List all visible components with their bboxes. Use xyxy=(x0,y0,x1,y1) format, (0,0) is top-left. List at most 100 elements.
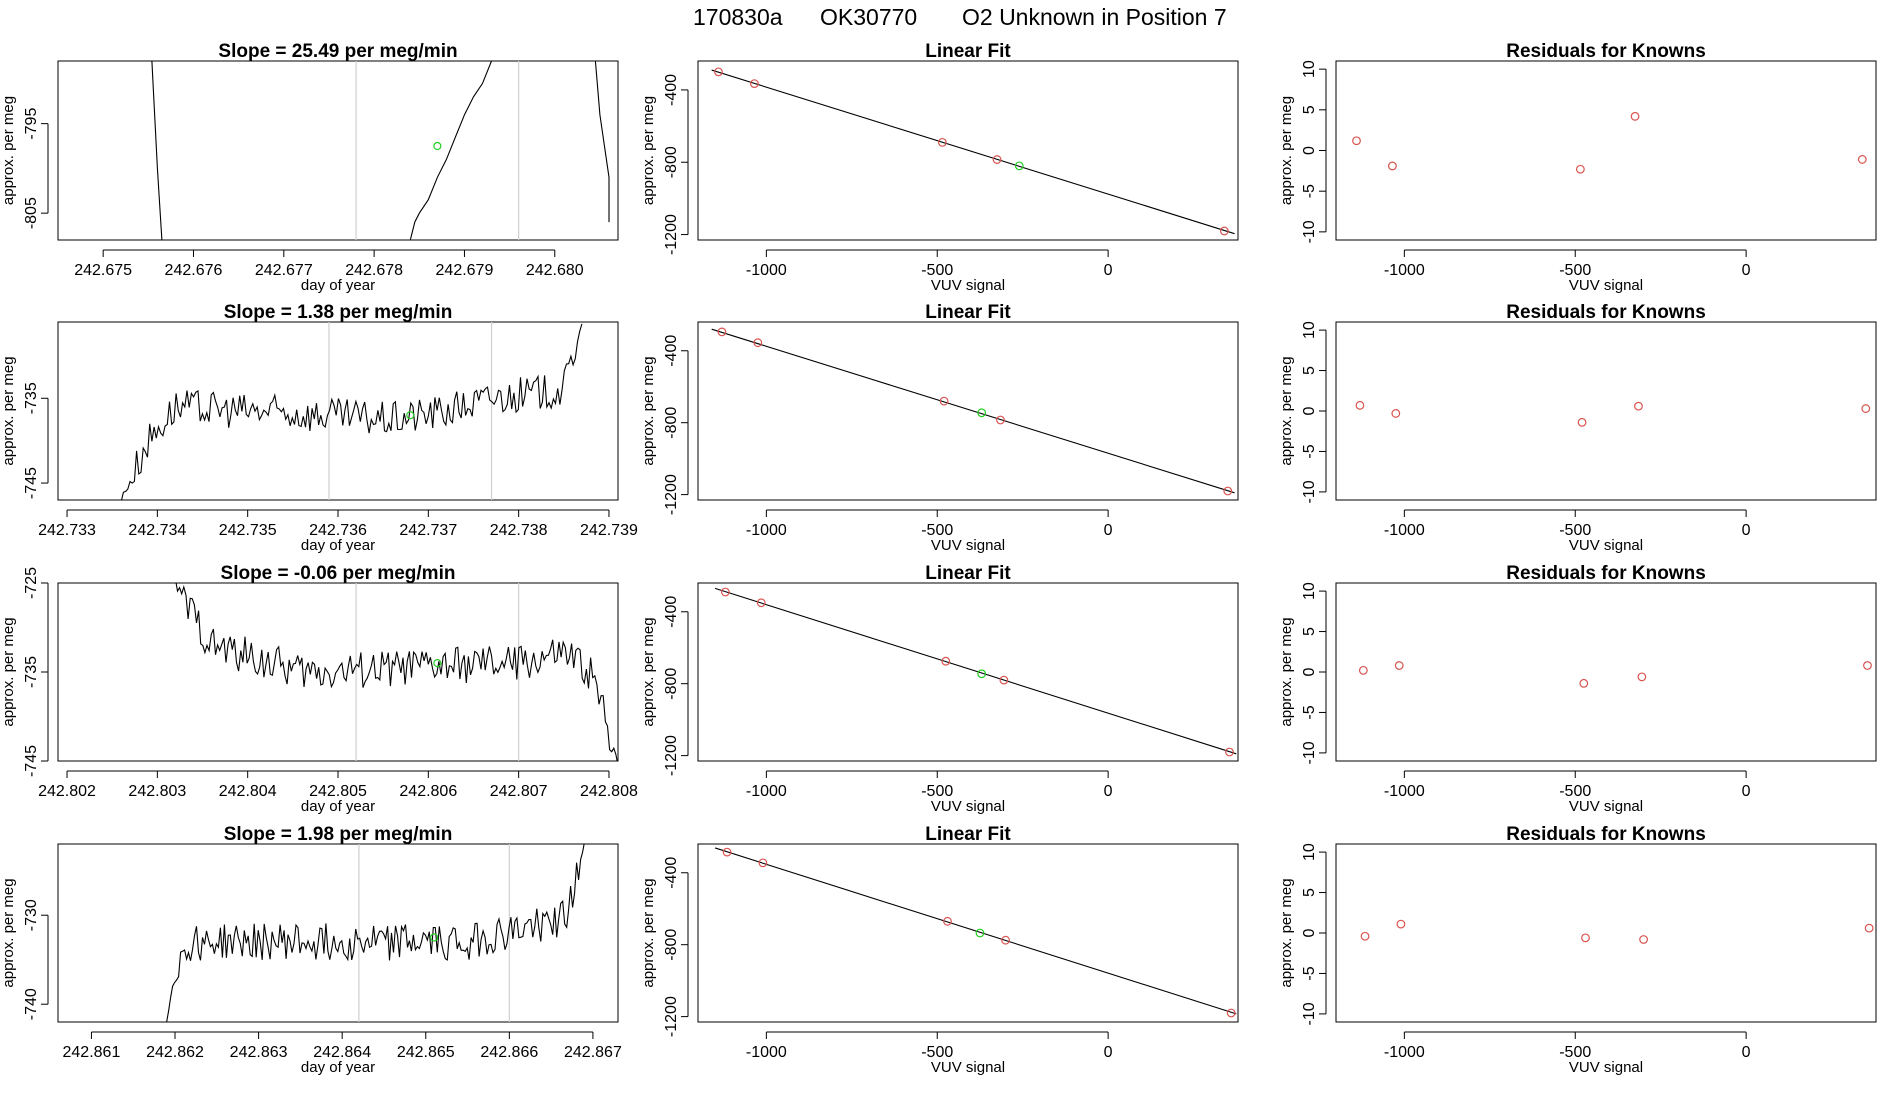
x-tick-label: -1000 xyxy=(746,1044,787,1061)
y-tick-label: 5 xyxy=(1301,888,1318,897)
y-tick-label: -1200 xyxy=(663,735,680,776)
x-axis: -1000 -500 0 VUV signal xyxy=(746,1031,1113,1076)
y-tick-label: -735 xyxy=(23,382,40,414)
y-axis-label: approx. per meg xyxy=(1278,878,1295,987)
y-tick-label: 5 xyxy=(1301,366,1318,375)
x-tick-label: -1000 xyxy=(1384,1044,1425,1061)
plot-area xyxy=(166,844,585,1022)
panel-title: Slope = 1.98 per meg/min xyxy=(224,824,453,845)
x-tick-label: 0 xyxy=(1742,262,1751,279)
y-tick-label: 0 xyxy=(1301,667,1318,676)
x-axis-label: VUV signal xyxy=(1569,1059,1643,1076)
x-axis-label: VUV signal xyxy=(1569,537,1643,554)
known-point xyxy=(1861,404,1871,413)
x-axis: 242.861 242.862 242.863 242.864 242.865 242.8… xyxy=(63,1031,622,1076)
y-axis-label: approx. per meg xyxy=(640,878,657,987)
position-description: O2 Unknown in Position 7 xyxy=(962,4,1227,30)
panel-title: Slope = 1.38 per meg/min xyxy=(224,302,453,323)
known-point xyxy=(1857,155,1867,164)
x-axis-label: VUV signal xyxy=(931,1059,1005,1076)
figure-title: 170830a OK30770 O2 Unknown in Position 7 xyxy=(693,4,1227,30)
plot-frame xyxy=(697,582,1239,762)
x-tick-label: -500 xyxy=(1559,522,1591,539)
y-tick-label: -1200 xyxy=(663,214,680,255)
panel-4-1: Slope = 1.98 per meg/min 242.861 242.862 24… xyxy=(0,824,622,1076)
x-tick-label: 242.738 xyxy=(490,522,548,539)
y-tick-label: -400 xyxy=(663,857,680,889)
y-axis-label: approx. per meg xyxy=(640,617,657,726)
fit-line xyxy=(711,69,1235,235)
x-tick-label: 242.676 xyxy=(165,262,223,279)
x-axis: -1000 -500 0 VUV signal xyxy=(1384,770,1751,815)
x-tick-label: 0 xyxy=(1104,522,1113,539)
known-point xyxy=(1352,136,1361,146)
trace-line xyxy=(175,583,618,761)
known-point xyxy=(1581,933,1590,943)
plot-frame xyxy=(1335,843,1877,1023)
panel-1-2: Linear Fit -1000 -500 0 VUV signal -400 -800 -1… xyxy=(640,41,1239,294)
y-tick-label: 5 xyxy=(1301,105,1318,114)
x-tick-label: -500 xyxy=(1559,1044,1591,1061)
known-point xyxy=(992,155,1002,164)
known-point xyxy=(749,79,759,89)
known-point xyxy=(1577,417,1587,427)
known-point xyxy=(758,858,768,868)
y-tick-label: -800 xyxy=(663,929,680,961)
plot-frame xyxy=(1335,321,1877,501)
y-axis-label: approx. per meg xyxy=(0,878,17,987)
known-point xyxy=(1225,747,1234,757)
y-axis: -795 -805 approx. per meg xyxy=(0,96,49,229)
x-tick-label: 0 xyxy=(1104,262,1113,279)
x-tick-label: 0 xyxy=(1104,1044,1113,1061)
x-axis-label: VUV signal xyxy=(1569,798,1643,815)
plot-frame xyxy=(57,60,619,241)
x-tick-label: 0 xyxy=(1742,522,1751,539)
plot-frame xyxy=(697,60,1239,241)
y-tick-label: -5 xyxy=(1301,184,1318,198)
plot-frame xyxy=(57,843,619,1023)
x-axis: 242.802 242.803 242.804 242.805 242.806 242.8… xyxy=(38,770,638,815)
x-tick-label: 242.862 xyxy=(146,1044,204,1061)
y-tick-label: 10 xyxy=(1301,60,1318,78)
y-tick-label: -725 xyxy=(23,567,40,599)
y-tick-label: -400 xyxy=(663,335,680,367)
known-point xyxy=(1360,931,1370,941)
y-tick-label: -5 xyxy=(1301,966,1318,980)
y-axis-label: approx. per meg xyxy=(0,617,17,726)
x-tick-label: 0 xyxy=(1104,783,1113,800)
unknown-point xyxy=(1014,161,1024,171)
y-axis-label: approx. per meg xyxy=(640,96,657,205)
unknown-point xyxy=(975,928,985,938)
y-axis-label: approx. per meg xyxy=(1278,617,1295,726)
y-tick-label: 5 xyxy=(1301,627,1318,636)
known-point xyxy=(753,338,763,348)
y-tick-label: 0 xyxy=(1301,146,1318,155)
x-tick-label: 242.805 xyxy=(309,783,367,800)
fit-line xyxy=(711,328,1235,494)
x-axis: -1000 -500 0 VUV signal xyxy=(746,249,1113,294)
panel-title: Linear Fit xyxy=(925,302,1011,323)
x-tick-label: -1000 xyxy=(746,522,787,539)
known-point xyxy=(1355,400,1365,410)
known-point xyxy=(1579,678,1589,688)
panel-4-2: Linear Fit -1000 -500 0 VUV signal -400 -800 -1… xyxy=(640,824,1239,1076)
y-tick-label: 0 xyxy=(1301,406,1318,415)
x-tick-label: 242.680 xyxy=(526,262,584,279)
known-point xyxy=(1637,672,1647,682)
panel-title: Residuals for Knowns xyxy=(1506,824,1706,845)
x-tick-label: 242.804 xyxy=(219,783,277,800)
y-tick-label: -805 xyxy=(23,197,40,229)
x-tick-label: -1000 xyxy=(1384,522,1425,539)
y-axis-label: approx. per meg xyxy=(1278,96,1295,205)
x-axis: -1000 -500 0 VUV signal xyxy=(1384,509,1751,554)
panel-2-2: Linear Fit -1000 -500 0 VUV signal -400 -800 -1… xyxy=(640,302,1239,554)
y-axis: -735 -745 approx. per meg xyxy=(0,356,49,499)
y-axis: -400 -800 -1200 approx. per meg xyxy=(640,596,689,776)
unknown-point xyxy=(406,411,415,420)
y-tick-label: 10 xyxy=(1301,321,1318,339)
unknown-point xyxy=(433,658,442,668)
x-tick-label: 242.736 xyxy=(309,522,367,539)
